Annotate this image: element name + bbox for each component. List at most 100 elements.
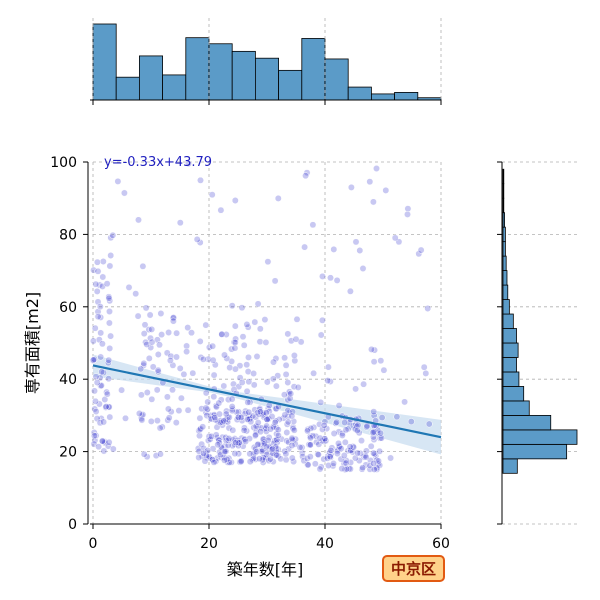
scatter-point: [120, 189, 128, 197]
scatter-point: [288, 442, 296, 449]
scatter-point: [165, 414, 173, 422]
scatter-point: [333, 418, 341, 426]
scatter-point: [267, 425, 274, 433]
scatter-point: [95, 400, 103, 408]
scatter-point: [415, 250, 423, 258]
scatter-point: [122, 414, 129, 422]
scatter-point: [104, 359, 112, 367]
scatter-point: [106, 308, 113, 315]
scatter-point: [207, 411, 215, 419]
scatter-point: [301, 243, 309, 251]
scatter-point: [282, 361, 290, 369]
scatter-point: [252, 431, 260, 439]
scatter-point: [271, 418, 279, 426]
scatter-point: [263, 378, 271, 386]
scatter-point: [330, 245, 338, 253]
scatter-point: [215, 399, 223, 407]
scatter-point: [169, 317, 177, 325]
scatter-point: [307, 441, 315, 449]
scatter-point: [156, 450, 164, 458]
right-hist-bar: [502, 313, 514, 329]
scatter-point: [252, 422, 260, 430]
scatter-point: [262, 338, 270, 346]
scatter-point: [362, 447, 370, 455]
scatter-point: [140, 450, 148, 458]
scatter-point: [317, 398, 325, 406]
scatter-point: [92, 397, 99, 405]
scatter-point: [341, 419, 349, 426]
scatter-point: [346, 443, 354, 451]
scatter-point: [256, 325, 264, 333]
scatter-point: [282, 370, 290, 378]
scatter-point: [237, 458, 245, 466]
scatter-point: [240, 426, 248, 434]
scatter-point: [169, 386, 176, 394]
scatter-point: [228, 407, 236, 415]
scatter-point: [253, 353, 261, 360]
scatter-point: [166, 357, 174, 364]
ward-badge-box: [382, 555, 445, 582]
top-hist-bar: [115, 76, 140, 101]
scatter-point: [239, 333, 247, 341]
scatter-point: [250, 381, 258, 389]
scatter-point: [274, 432, 282, 439]
scatter-point: [231, 197, 239, 204]
scatter-point: [407, 418, 415, 426]
scatter-point: [143, 340, 151, 348]
scatter-point: [230, 386, 238, 394]
top-hist-bar: [347, 86, 372, 101]
scatter-point: [106, 262, 114, 270]
scatter-point: [93, 258, 101, 266]
scatter-point: [256, 408, 264, 416]
scatter-point: [217, 206, 225, 214]
scatter-point: [198, 405, 206, 413]
scatter-point: [250, 424, 258, 431]
scatter-point: [355, 429, 363, 437]
scatter-point: [284, 330, 292, 338]
scatter-point: [99, 273, 107, 281]
scatter-point: [254, 440, 262, 448]
top-hist-bar: [324, 58, 349, 101]
scatter-point: [205, 432, 213, 440]
scatter-point: [343, 465, 351, 473]
top-hist-bar: [92, 23, 117, 101]
scatter-point: [320, 421, 328, 429]
scatter-point: [89, 337, 97, 345]
scatter-point: [208, 415, 215, 423]
scatter-point: [225, 435, 233, 442]
scatter-point: [370, 358, 378, 366]
scatter-point: [139, 262, 147, 270]
scatter-point: [105, 319, 113, 327]
scatter-point: [317, 331, 325, 339]
scatter-point: [228, 403, 236, 411]
scatter-point: [106, 297, 114, 305]
top-hist-bar: [370, 93, 395, 101]
top-hist-bar: [162, 74, 187, 101]
scatter-point: [355, 457, 363, 465]
scatter-point: [140, 330, 148, 338]
scatter-point: [209, 342, 217, 350]
scatter-point: [202, 404, 210, 412]
right-hist-bar: [502, 255, 507, 271]
regression-confidence-band: [93, 354, 441, 455]
scatter-point: [107, 332, 115, 340]
scatter-point: [203, 412, 211, 419]
scatter-point: [341, 438, 349, 446]
main-panel: 0 20 40 60 0 20 40 60 80 100 y=-0.33x+43.79 築年数[…: [23, 155, 450, 582]
scatter-point: [106, 344, 114, 352]
top-hist-bar: [231, 50, 256, 101]
scatter-point: [342, 426, 350, 434]
scatter-point: [189, 369, 197, 377]
regression-equation: y=-0.33x+43.79: [104, 155, 212, 170]
scatter-point: [302, 172, 310, 180]
scatter-point: [393, 413, 401, 421]
right-hist-bar: [502, 299, 510, 315]
scatter-point: [198, 440, 206, 448]
scatter-point: [251, 318, 259, 326]
scatter-point: [244, 398, 252, 406]
scatter-point: [353, 427, 361, 435]
scatter-point: [370, 412, 378, 419]
scatter-point: [330, 460, 337, 467]
scatter-point: [359, 464, 367, 472]
